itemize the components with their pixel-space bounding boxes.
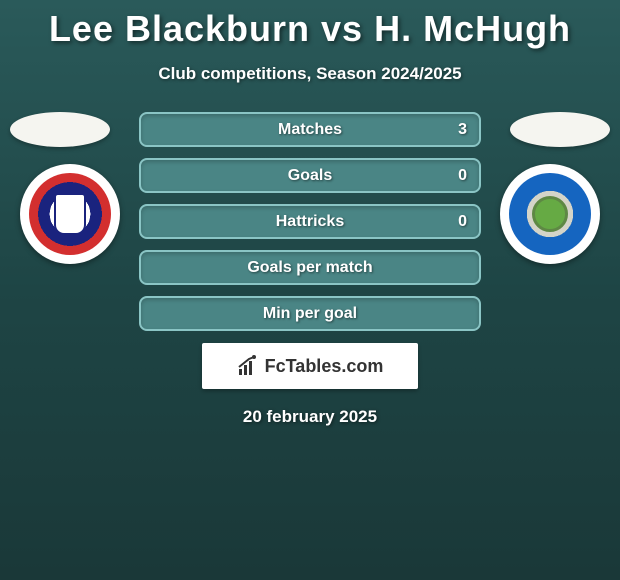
stat-value-right: 3 (458, 121, 467, 139)
crawley-crest-icon (29, 173, 111, 255)
stats-list: Matches 3 Goals 0 Hattricks 0 Goals per … (139, 112, 481, 331)
stat-label: Min per goal (263, 305, 357, 323)
stat-row-min-per-goal: Min per goal (139, 296, 481, 331)
club-badge-left (20, 164, 120, 264)
wigan-crest-icon (509, 173, 591, 255)
stat-value-right: 0 (458, 213, 467, 231)
stat-label: Goals per match (247, 259, 372, 277)
stat-row-goals: Goals 0 (139, 158, 481, 193)
player-avatar-right (510, 112, 610, 147)
comparison-area: Matches 3 Goals 0 Hattricks 0 Goals per … (0, 112, 620, 427)
logo-text: FcTables.com (265, 356, 384, 377)
stat-row-matches: Matches 3 (139, 112, 481, 147)
chart-icon (237, 355, 259, 377)
player-avatar-left (10, 112, 110, 147)
stat-label: Goals (288, 167, 332, 185)
subtitle: Club competitions, Season 2024/2025 (0, 64, 620, 84)
fctables-logo[interactable]: FcTables.com (202, 343, 418, 389)
stat-label: Hattricks (276, 213, 344, 231)
stat-label: Matches (278, 121, 342, 139)
stat-value-right: 0 (458, 167, 467, 185)
page-title: Lee Blackburn vs H. McHugh (0, 0, 620, 50)
date-label: 20 february 2025 (0, 407, 620, 427)
stat-row-goals-per-match: Goals per match (139, 250, 481, 285)
club-badge-right (500, 164, 600, 264)
stat-row-hattricks: Hattricks 0 (139, 204, 481, 239)
